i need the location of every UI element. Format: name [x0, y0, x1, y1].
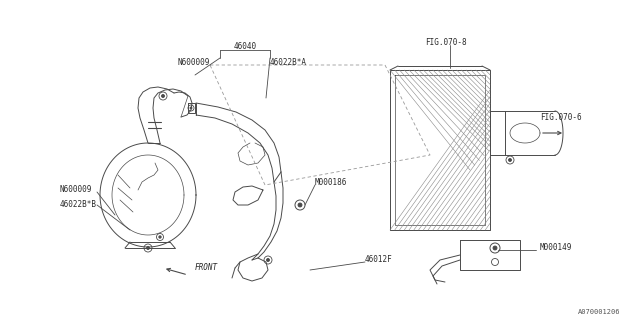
Text: M000149: M000149: [540, 244, 572, 252]
Circle shape: [266, 259, 269, 261]
Text: FRONT: FRONT: [195, 263, 218, 273]
Circle shape: [161, 94, 164, 98]
Text: 46022B*B: 46022B*B: [60, 200, 97, 209]
Circle shape: [190, 107, 192, 109]
Text: N600009: N600009: [178, 58, 211, 67]
Text: A070001206: A070001206: [577, 309, 620, 315]
Circle shape: [147, 246, 150, 250]
Circle shape: [298, 203, 302, 207]
Text: FIG.070-6: FIG.070-6: [540, 114, 582, 123]
Circle shape: [509, 158, 511, 162]
Circle shape: [159, 236, 161, 238]
Text: N600009: N600009: [60, 185, 92, 194]
Text: 46022B*A: 46022B*A: [270, 58, 307, 67]
Text: FIG.070-8: FIG.070-8: [425, 38, 467, 47]
Text: M000186: M000186: [315, 178, 348, 187]
Circle shape: [493, 246, 497, 250]
Text: 46012F: 46012F: [365, 255, 393, 264]
Text: 46040: 46040: [234, 42, 257, 51]
